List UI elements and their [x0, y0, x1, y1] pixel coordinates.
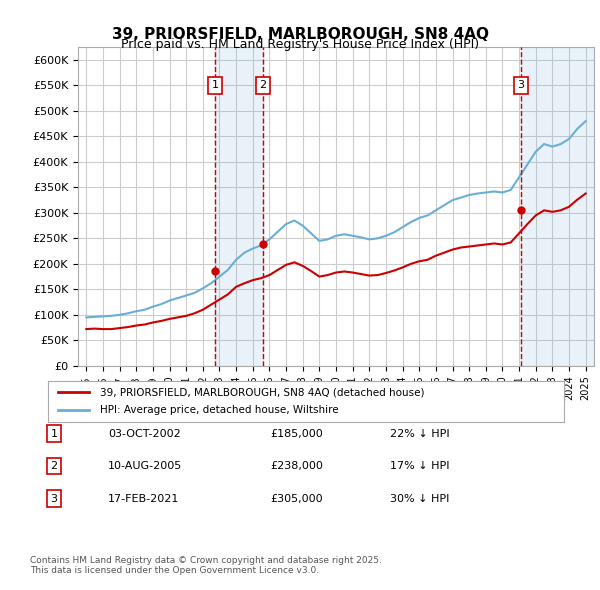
Bar	[521, 47, 594, 366]
Text: Price paid vs. HM Land Registry's House Price Index (HPI): Price paid vs. HM Land Registry's House …	[121, 38, 479, 51]
Text: Contains HM Land Registry data © Crown copyright and database right 2025.
This d: Contains HM Land Registry data © Crown c…	[30, 556, 382, 575]
Text: 10-AUG-2005: 10-AUG-2005	[108, 461, 182, 471]
Text: 3: 3	[518, 80, 524, 90]
Text: 3: 3	[50, 494, 58, 503]
Text: 17-FEB-2021: 17-FEB-2021	[108, 494, 179, 503]
Text: 2: 2	[259, 80, 266, 90]
Text: 39, PRIORSFIELD, MARLBOROUGH, SN8 4AQ (detached house): 39, PRIORSFIELD, MARLBOROUGH, SN8 4AQ (d…	[100, 387, 424, 397]
Text: £185,000: £185,000	[270, 429, 323, 438]
Text: 03-OCT-2002: 03-OCT-2002	[108, 429, 181, 438]
Bar	[215, 47, 263, 366]
Text: 39, PRIORSFIELD, MARLBOROUGH, SN8 4AQ: 39, PRIORSFIELD, MARLBOROUGH, SN8 4AQ	[112, 27, 488, 41]
Text: 17% ↓ HPI: 17% ↓ HPI	[390, 461, 449, 471]
Text: £238,000: £238,000	[270, 461, 323, 471]
Text: 30% ↓ HPI: 30% ↓ HPI	[390, 494, 449, 503]
Text: 22% ↓ HPI: 22% ↓ HPI	[390, 429, 449, 438]
Text: £305,000: £305,000	[270, 494, 323, 503]
Text: HPI: Average price, detached house, Wiltshire: HPI: Average price, detached house, Wilt…	[100, 405, 338, 415]
Text: 2: 2	[50, 461, 58, 471]
Text: 1: 1	[50, 429, 58, 438]
Text: 1: 1	[212, 80, 219, 90]
